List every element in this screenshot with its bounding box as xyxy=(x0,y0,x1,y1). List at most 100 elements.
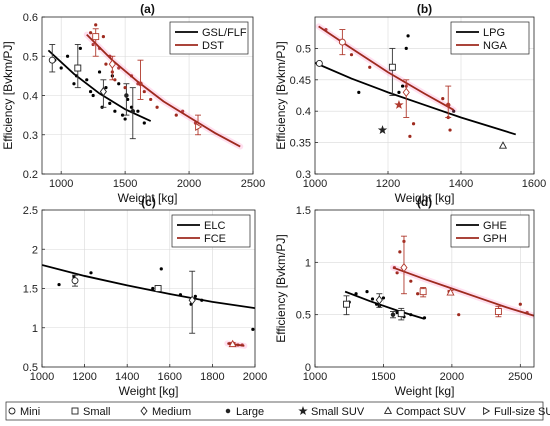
size-class-marker xyxy=(498,141,508,149)
shape-legend-marker xyxy=(71,407,79,415)
data-point xyxy=(193,294,197,298)
data-point xyxy=(397,90,401,94)
data-point xyxy=(370,297,375,301)
legend-label: GPH xyxy=(483,233,507,245)
series-gph xyxy=(390,235,534,319)
size-class-marker xyxy=(74,64,82,72)
fit-line xyxy=(344,290,425,320)
x-tick-label: 2500 xyxy=(508,371,532,383)
size-class-marker xyxy=(48,56,56,64)
size-class-marker xyxy=(108,59,116,69)
data-point xyxy=(117,82,121,86)
data-point xyxy=(59,66,63,70)
y-axis-label: Efficiency [Bvkm/PJ] xyxy=(274,234,288,342)
data-point xyxy=(357,90,361,94)
data-point xyxy=(251,327,255,331)
data-point xyxy=(368,65,372,69)
data-point xyxy=(365,290,369,294)
size-class-marker xyxy=(138,81,143,86)
size-class-marker xyxy=(446,288,455,296)
size-class-marker xyxy=(402,87,410,97)
x-tick-label: 1400 xyxy=(115,371,139,383)
shape-legend-marker xyxy=(140,406,148,416)
fit-line xyxy=(392,266,534,317)
fit-line xyxy=(227,342,245,347)
data-point xyxy=(108,101,112,105)
data-point xyxy=(123,117,127,121)
size-class-marker xyxy=(397,310,405,318)
legend-label: LPG xyxy=(483,27,505,39)
panel-title: (b) xyxy=(417,2,432,16)
x-tick-label: 1800 xyxy=(200,371,224,383)
plot-content xyxy=(315,23,517,149)
y-axis-label: Efficiency [Bvkm/PJ] xyxy=(1,41,15,149)
data-point xyxy=(142,89,146,94)
y-tick-label: 1 xyxy=(32,323,38,335)
data-point xyxy=(174,113,178,117)
legend-label: ELC xyxy=(204,220,225,232)
panel-b: 1000 1200 1400 1600 0.3 0.35 0.4 0.45 0.5 (b) Weig… xyxy=(274,2,546,205)
data-point xyxy=(91,93,95,98)
data-point xyxy=(89,271,93,275)
legend-box xyxy=(171,214,251,248)
data-point xyxy=(416,292,420,296)
legend-label: FCE xyxy=(204,233,226,245)
shape-legend-label: Compact SUV xyxy=(396,406,466,418)
x-tick-label: 1000 xyxy=(30,371,54,383)
y-axis-label: Efficiency [Bvkm/PJ] xyxy=(274,41,288,149)
shape-legend-box xyxy=(5,401,544,421)
axes-frame xyxy=(314,16,535,175)
x-tick-label: 1000 xyxy=(49,178,73,190)
legend-box xyxy=(450,21,530,55)
shape-legend-label: Medium xyxy=(152,406,191,418)
data-point xyxy=(151,286,155,291)
x-tick-label: 1000 xyxy=(303,371,327,383)
y-tick-label: 0.5 xyxy=(296,43,311,55)
panel-title: (a) xyxy=(140,2,155,16)
data-point xyxy=(401,84,405,88)
panel-d: 1000 1500 2000 2500 0 0.5 1 1.5 (d) Weight [kg] Ef… xyxy=(274,195,535,398)
y-tick-label: 0.6 xyxy=(23,12,38,24)
y-tick-label: 0.5 xyxy=(296,310,311,322)
x-tick-label: 1000 xyxy=(303,178,327,190)
data-point xyxy=(395,271,399,275)
size-class-marker xyxy=(494,308,502,315)
y-tick-label: 1.5 xyxy=(23,284,38,296)
size-class-marker xyxy=(445,102,451,108)
series-gsl-flf xyxy=(47,44,152,140)
data-point xyxy=(88,31,93,35)
legend-label: GSL/FLF xyxy=(202,27,247,39)
y-tick-label: 0.2 xyxy=(23,169,38,181)
x-tick-label: 2000 xyxy=(243,371,267,383)
x-tick-label: 2500 xyxy=(241,178,265,190)
legend-box xyxy=(450,214,530,248)
panel-title: (c) xyxy=(141,195,156,209)
data-point xyxy=(104,86,108,90)
data-point xyxy=(57,282,61,287)
plot-content xyxy=(343,235,534,321)
size-class-marker xyxy=(99,86,107,97)
data-point xyxy=(142,121,146,125)
data-point xyxy=(123,86,127,90)
x-axis-label: Weight [kg] xyxy=(395,384,455,398)
legend-box xyxy=(169,21,249,55)
y-tick-label: 0.4 xyxy=(23,91,38,103)
size-class-marker xyxy=(394,99,404,109)
series-dst xyxy=(83,23,244,150)
x-axis-label: Weight [kg] xyxy=(395,191,455,205)
fit-line xyxy=(42,264,255,310)
y-tick-label: 0.3 xyxy=(23,130,38,142)
data-point xyxy=(518,302,522,306)
data-point xyxy=(411,122,416,126)
data-point xyxy=(126,97,130,102)
shape-legend-marker xyxy=(298,406,308,416)
shape-legend: Mini Small Medium Large Small SUV Compact SUV… xyxy=(5,401,550,421)
size-class-marker xyxy=(92,33,100,41)
x-tick-label: 1400 xyxy=(449,178,473,190)
y-tick-label: 1.5 xyxy=(296,205,311,217)
